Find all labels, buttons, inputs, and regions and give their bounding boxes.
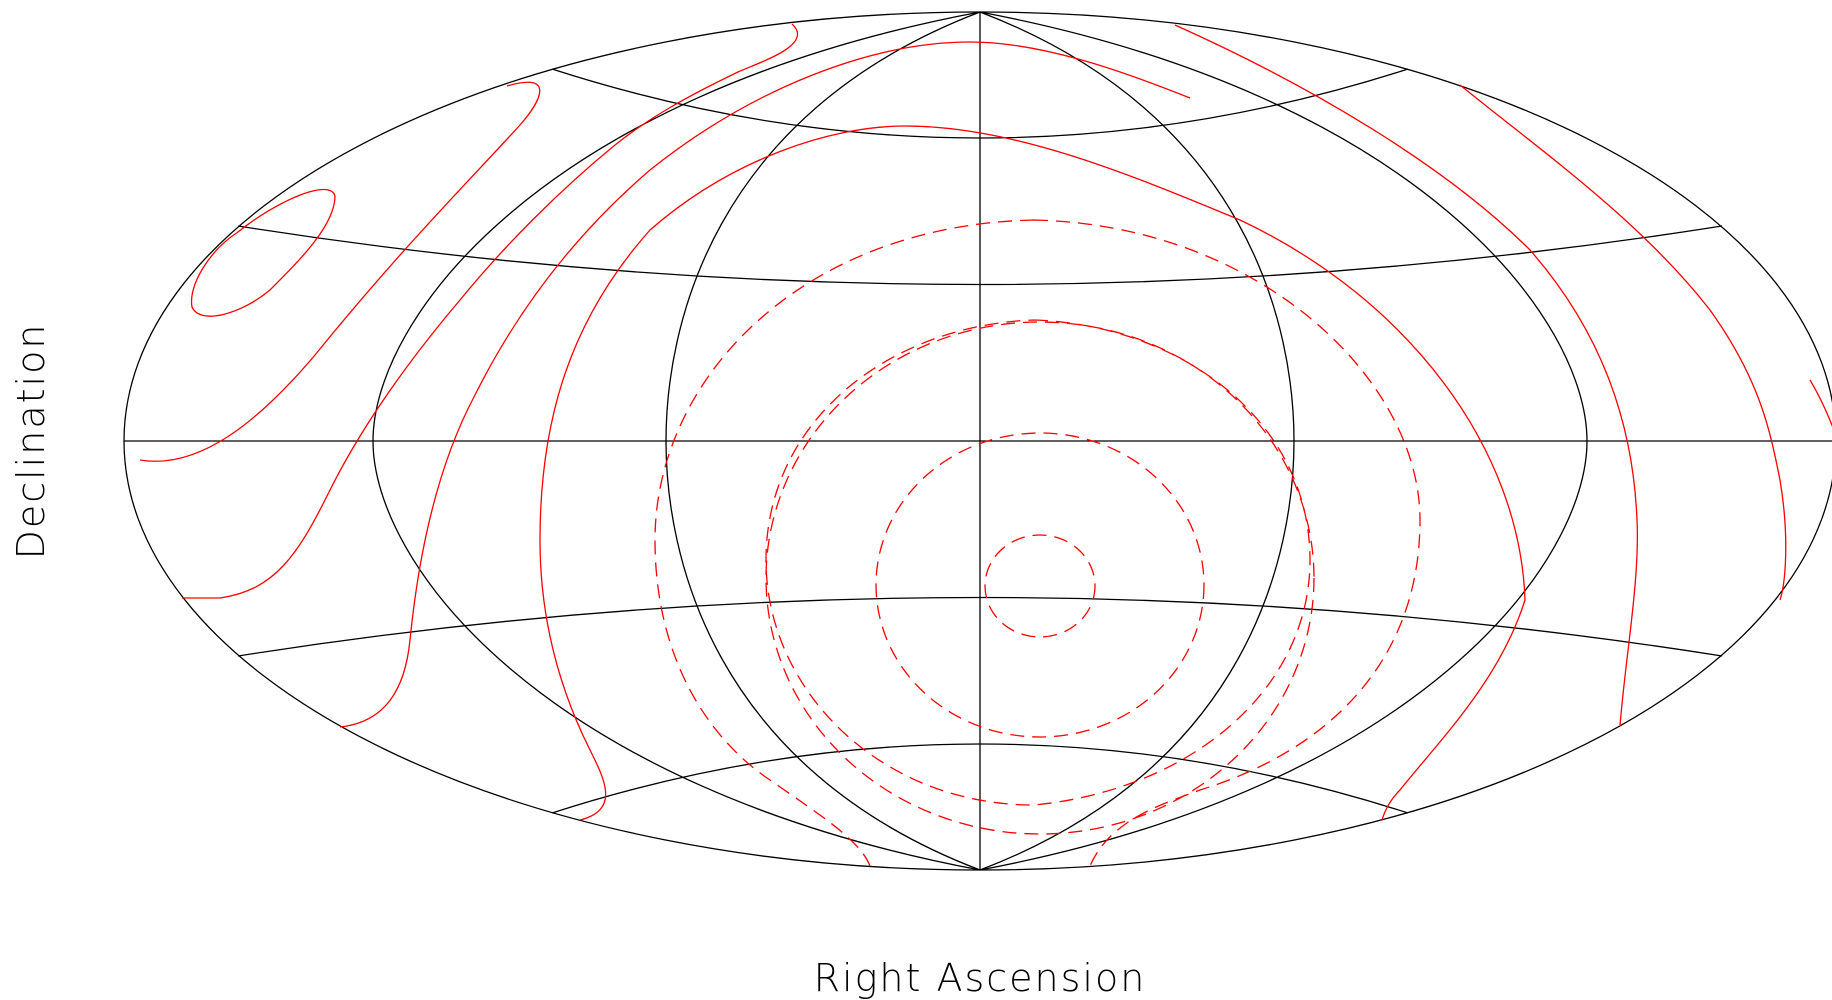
meridian-inner-left: [665, 11, 981, 871]
contour-solid-5: [1174, 24, 1639, 727]
contour-solid-7: [1809, 379, 1832, 427]
dashed-contours: [654, 219, 1421, 867]
meridian-inner-right: [979, 11, 1295, 871]
contour-solid-6: [1459, 84, 1787, 601]
contour-solid-1: [182, 23, 799, 599]
coordinate-grid: [123, 11, 1832, 871]
parallel-north-60: [551, 68, 1409, 139]
contour-dashed-5: [765, 319, 1311, 806]
contour-dashed-3: [765, 321, 1315, 835]
parallel-south-30: [237, 596, 1723, 657]
parallel-north-30: [237, 225, 1723, 286]
solid-contours: [139, 23, 1832, 821]
meridian-outer-left: [372, 11, 981, 871]
contour-solid-2: [139, 81, 541, 462]
parallel-south-60: [551, 743, 1409, 814]
contour-solid-4: [539, 125, 1526, 821]
y-axis-label: Declination: [9, 323, 53, 560]
contour-solid-3: [339, 41, 1191, 728]
contour-small-loop: [190, 188, 336, 317]
contour-dashed-2: [875, 432, 1205, 738]
meridian-outer-right: [979, 11, 1588, 871]
contour-dashed-4: [654, 219, 1421, 867]
contour-dashed-inner: [984, 534, 1096, 638]
x-axis-label: Right Ascension: [814, 956, 1147, 1000]
